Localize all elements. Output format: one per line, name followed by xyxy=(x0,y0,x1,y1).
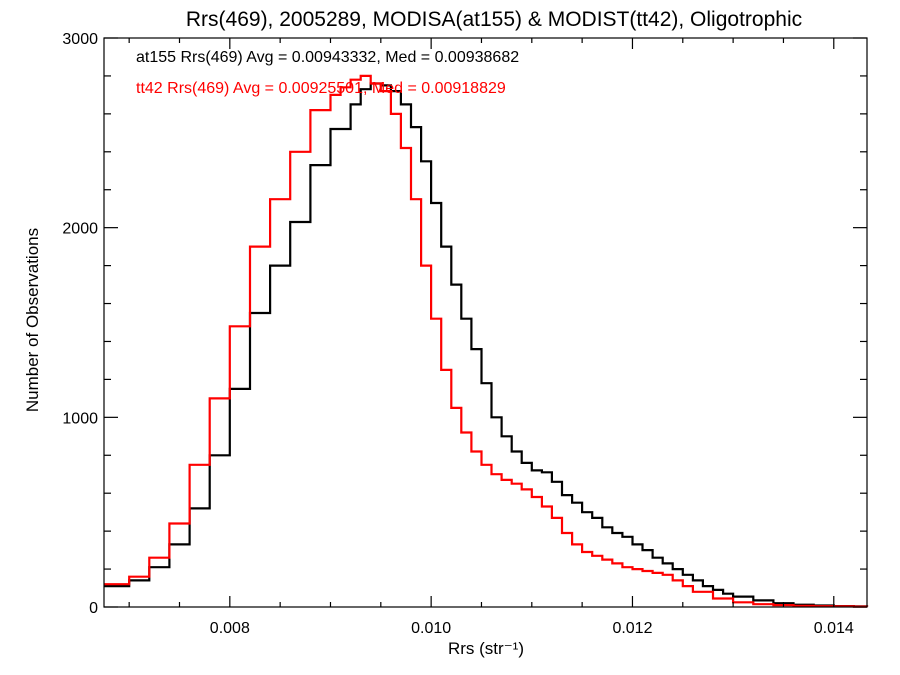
y-tick-label: 2000 xyxy=(62,221,98,238)
chart-title: Rrs(469), 2005289, MODISA(at155) & MODIS… xyxy=(186,8,802,31)
series-layer xyxy=(104,74,869,608)
x-tick-label: 0.012 xyxy=(612,620,652,637)
x-tick-label: 0.014 xyxy=(814,620,854,637)
y-tick-label: 3000 xyxy=(62,31,98,48)
y-tick-label: 1000 xyxy=(62,410,98,427)
x-tick-label: 0.008 xyxy=(210,620,250,637)
y-tick-label: 0 xyxy=(89,600,98,617)
annotation-tt42: tt42 Rrs(469) Avg = 0.00925501, Med = 0.… xyxy=(136,80,506,97)
histogram-series-2 xyxy=(104,74,869,608)
y-axis-label: Number of Observations xyxy=(23,228,42,412)
axis-ticks: 0.008 0.010 0.012 0.014 0 1000 2000 3000 xyxy=(62,31,867,637)
annotation-at155: at155 Rrs(469) Avg = 0.00943332, Med = 0… xyxy=(136,49,519,66)
histogram-series-1 xyxy=(104,82,869,608)
plot-frame xyxy=(103,37,868,608)
x-tick-label: 0.010 xyxy=(411,620,451,637)
x-axis-label: Rrs (str⁻¹) xyxy=(448,639,524,658)
